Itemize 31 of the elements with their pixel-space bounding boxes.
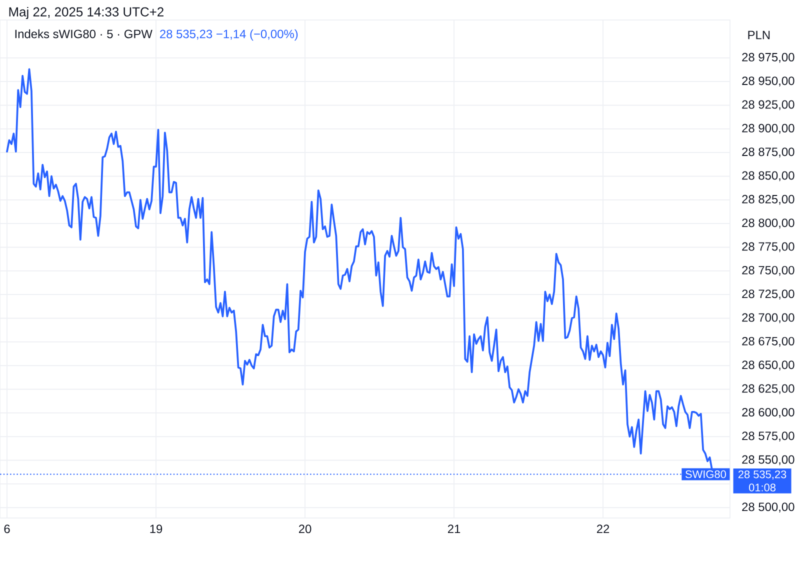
y-tick-label: 28 775,00 <box>742 242 794 252</box>
x-tick-label: 21 <box>448 524 460 534</box>
x-tick-label: 20 <box>298 524 312 534</box>
x-tick-label: 6 <box>4 524 10 534</box>
y-tick-label: 28 875,00 <box>742 148 794 158</box>
y-tick-label: 28 725,00 <box>742 290 794 300</box>
text: Maj 22, 2025 14:33 UTC+2 <box>9 6 164 20</box>
x-tick-label: 19 <box>150 524 162 534</box>
y-tick-label: 28 500,00 <box>742 502 794 513</box>
y-tick-label: 28 975,00 <box>742 52 794 63</box>
text: 28 535,23 −1,14 (−0,00%) <box>160 29 298 41</box>
y-tick-label: 28 575,00 <box>742 432 794 442</box>
y-tick-label: 28 750,00 <box>742 266 794 276</box>
y-tick-label: 28 900,00 <box>742 124 794 134</box>
y-tick-label: 28 600,00 <box>742 408 794 418</box>
y-tick-label: 28 625,00 <box>742 384 794 394</box>
text: 01:08 <box>749 484 776 492</box>
y-tick-label: 28 850,00 <box>742 171 794 182</box>
text: 28 535,23 <box>738 470 786 480</box>
y-tick-label: 28 700,00 <box>742 313 794 324</box>
y-tick-label: 28 650,00 <box>742 360 794 370</box>
y-tick-label: 28 675,00 <box>742 336 794 347</box>
y-tick-label: 28 550,00 <box>742 455 794 466</box>
y-tick-label: 28 950,00 <box>742 76 794 86</box>
y-tick-label: 28 825,00 <box>742 194 794 205</box>
text: Indeks sWIG80 · 5 · GPW <box>15 29 152 38</box>
ref-line-label: SWIG80 <box>686 470 726 478</box>
y-tick-label: 28 800,00 <box>742 218 794 228</box>
y-tick-label: 28 925,00 <box>742 100 794 110</box>
y-axis-title: PLN <box>748 30 770 40</box>
x-tick-label: 22 <box>596 524 610 534</box>
